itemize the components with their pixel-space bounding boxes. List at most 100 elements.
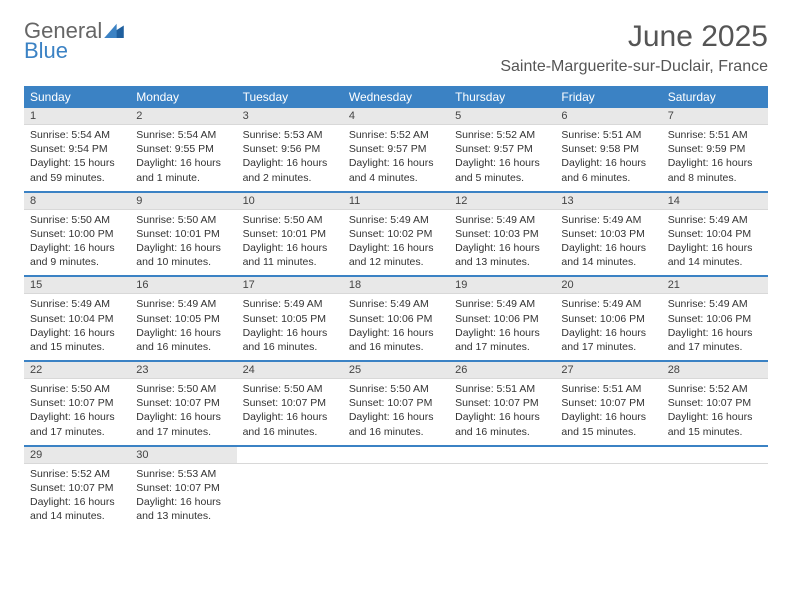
day-details: Sunrise: 5:49 AMSunset: 10:03 PMDaylight… [449, 210, 555, 276]
day-details: Sunrise: 5:49 AMSunset: 10:04 PMDaylight… [24, 294, 130, 360]
day-details: Sunrise: 5:50 AMSunset: 10:07 PMDaylight… [130, 379, 236, 445]
day-number: 29 [24, 447, 130, 464]
day-number: 15 [24, 277, 130, 294]
day-number: 7 [662, 108, 768, 125]
day-details: Sunrise: 5:49 AMSunset: 10:06 PMDaylight… [449, 294, 555, 360]
header: GeneralBlue June 2025 Sainte-Marguerite-… [24, 20, 768, 76]
day-blank [555, 447, 661, 464]
day-header: Wednesday [343, 86, 449, 108]
day-number: 22 [24, 362, 130, 379]
day-number: 28 [662, 362, 768, 379]
day-number: 23 [130, 362, 236, 379]
day-number: 3 [237, 108, 343, 125]
calendar-cell: 19Sunrise: 5:49 AMSunset: 10:06 PMDaylig… [449, 277, 555, 361]
day-blank [662, 447, 768, 464]
calendar-cell [662, 447, 768, 530]
day-number: 26 [449, 362, 555, 379]
day-details: Sunrise: 5:49 AMSunset: 10:02 PMDaylight… [343, 210, 449, 276]
day-number: 19 [449, 277, 555, 294]
calendar-cell: 30Sunrise: 5:53 AMSunset: 10:07 PMDaylig… [130, 447, 236, 530]
day-details: Sunrise: 5:49 AMSunset: 10:03 PMDaylight… [555, 210, 661, 276]
day-number: 10 [237, 193, 343, 210]
day-details: Sunrise: 5:54 AMSunset: 9:54 PMDaylight:… [24, 125, 130, 191]
day-number: 13 [555, 193, 661, 210]
calendar-cell: 8Sunrise: 5:50 AMSunset: 10:00 PMDayligh… [24, 193, 130, 277]
calendar-cell: 22Sunrise: 5:50 AMSunset: 10:07 PMDaylig… [24, 362, 130, 446]
calendar-cell [555, 447, 661, 530]
calendar-cell [237, 447, 343, 530]
day-details: Sunrise: 5:49 AMSunset: 10:05 PMDaylight… [130, 294, 236, 360]
day-number: 30 [130, 447, 236, 464]
day-details: Sunrise: 5:52 AMSunset: 9:57 PMDaylight:… [343, 125, 449, 191]
day-details: Sunrise: 5:52 AMSunset: 10:07 PMDaylight… [24, 464, 130, 530]
day-details: Sunrise: 5:50 AMSunset: 10:00 PMDaylight… [24, 210, 130, 276]
day-details: Sunrise: 5:54 AMSunset: 9:55 PMDaylight:… [130, 125, 236, 191]
brand-part2: Blue [24, 40, 124, 62]
day-number: 1 [24, 108, 130, 125]
page-title: June 2025 [500, 20, 768, 54]
day-blank [449, 447, 555, 464]
day-number: 25 [343, 362, 449, 379]
day-number: 11 [343, 193, 449, 210]
day-details: Sunrise: 5:53 AMSunset: 10:07 PMDaylight… [130, 464, 236, 530]
calendar-cell: 11Sunrise: 5:49 AMSunset: 10:02 PMDaylig… [343, 193, 449, 277]
calendar-table: SundayMondayTuesdayWednesdayThursdayFrid… [24, 86, 768, 529]
day-details: Sunrise: 5:50 AMSunset: 10:01 PMDaylight… [237, 210, 343, 276]
day-details: Sunrise: 5:50 AMSunset: 10:01 PMDaylight… [130, 210, 236, 276]
brand-logo: GeneralBlue [24, 20, 124, 62]
day-details: Sunrise: 5:50 AMSunset: 10:07 PMDaylight… [24, 379, 130, 445]
day-details: Sunrise: 5:50 AMSunset: 10:07 PMDaylight… [343, 379, 449, 445]
day-details: Sunrise: 5:51 AMSunset: 10:07 PMDaylight… [555, 379, 661, 445]
calendar-cell: 13Sunrise: 5:49 AMSunset: 10:03 PMDaylig… [555, 193, 661, 277]
calendar-cell: 1Sunrise: 5:54 AMSunset: 9:54 PMDaylight… [24, 108, 130, 192]
title-block: June 2025 Sainte-Marguerite-sur-Duclair,… [500, 20, 768, 76]
calendar-cell: 6Sunrise: 5:51 AMSunset: 9:58 PMDaylight… [555, 108, 661, 192]
calendar-cell [449, 447, 555, 530]
calendar-week: 22Sunrise: 5:50 AMSunset: 10:07 PMDaylig… [24, 362, 768, 446]
day-number: 2 [130, 108, 236, 125]
day-number: 17 [237, 277, 343, 294]
day-number: 18 [343, 277, 449, 294]
day-details: Sunrise: 5:52 AMSunset: 10:07 PMDaylight… [662, 379, 768, 445]
day-number: 16 [130, 277, 236, 294]
logo-triangle-icon [104, 20, 124, 42]
calendar-week: 1Sunrise: 5:54 AMSunset: 9:54 PMDaylight… [24, 108, 768, 192]
calendar-week: 15Sunrise: 5:49 AMSunset: 10:04 PMDaylig… [24, 277, 768, 361]
day-number: 12 [449, 193, 555, 210]
calendar-header-row: SundayMondayTuesdayWednesdayThursdayFrid… [24, 86, 768, 108]
day-header: Tuesday [237, 86, 343, 108]
day-details: Sunrise: 5:49 AMSunset: 10:05 PMDaylight… [237, 294, 343, 360]
day-details: Sunrise: 5:53 AMSunset: 9:56 PMDaylight:… [237, 125, 343, 191]
calendar-cell: 23Sunrise: 5:50 AMSunset: 10:07 PMDaylig… [130, 362, 236, 446]
day-number: 27 [555, 362, 661, 379]
day-details: Sunrise: 5:49 AMSunset: 10:06 PMDaylight… [662, 294, 768, 360]
calendar-cell: 25Sunrise: 5:50 AMSunset: 10:07 PMDaylig… [343, 362, 449, 446]
calendar-cell: 4Sunrise: 5:52 AMSunset: 9:57 PMDaylight… [343, 108, 449, 192]
day-number: 8 [24, 193, 130, 210]
calendar-cell: 18Sunrise: 5:49 AMSunset: 10:06 PMDaylig… [343, 277, 449, 361]
calendar-cell [343, 447, 449, 530]
day-header: Friday [555, 86, 661, 108]
day-blank [343, 447, 449, 464]
calendar-cell: 24Sunrise: 5:50 AMSunset: 10:07 PMDaylig… [237, 362, 343, 446]
calendar-cell: 16Sunrise: 5:49 AMSunset: 10:05 PMDaylig… [130, 277, 236, 361]
calendar-cell: 21Sunrise: 5:49 AMSunset: 10:06 PMDaylig… [662, 277, 768, 361]
day-number: 4 [343, 108, 449, 125]
calendar-cell: 27Sunrise: 5:51 AMSunset: 10:07 PMDaylig… [555, 362, 661, 446]
day-header: Monday [130, 86, 236, 108]
calendar-cell: 2Sunrise: 5:54 AMSunset: 9:55 PMDaylight… [130, 108, 236, 192]
day-details: Sunrise: 5:49 AMSunset: 10:06 PMDaylight… [555, 294, 661, 360]
day-details: Sunrise: 5:52 AMSunset: 9:57 PMDaylight:… [449, 125, 555, 191]
day-number: 20 [555, 277, 661, 294]
day-number: 9 [130, 193, 236, 210]
calendar-cell: 28Sunrise: 5:52 AMSunset: 10:07 PMDaylig… [662, 362, 768, 446]
day-header: Thursday [449, 86, 555, 108]
location-subtitle: Sainte-Marguerite-sur-Duclair, France [500, 58, 768, 76]
calendar-cell: 29Sunrise: 5:52 AMSunset: 10:07 PMDaylig… [24, 447, 130, 530]
calendar-cell: 17Sunrise: 5:49 AMSunset: 10:05 PMDaylig… [237, 277, 343, 361]
calendar-cell: 7Sunrise: 5:51 AMSunset: 9:59 PMDaylight… [662, 108, 768, 192]
day-header: Saturday [662, 86, 768, 108]
day-number: 21 [662, 277, 768, 294]
day-blank [237, 447, 343, 464]
calendar-cell: 14Sunrise: 5:49 AMSunset: 10:04 PMDaylig… [662, 193, 768, 277]
